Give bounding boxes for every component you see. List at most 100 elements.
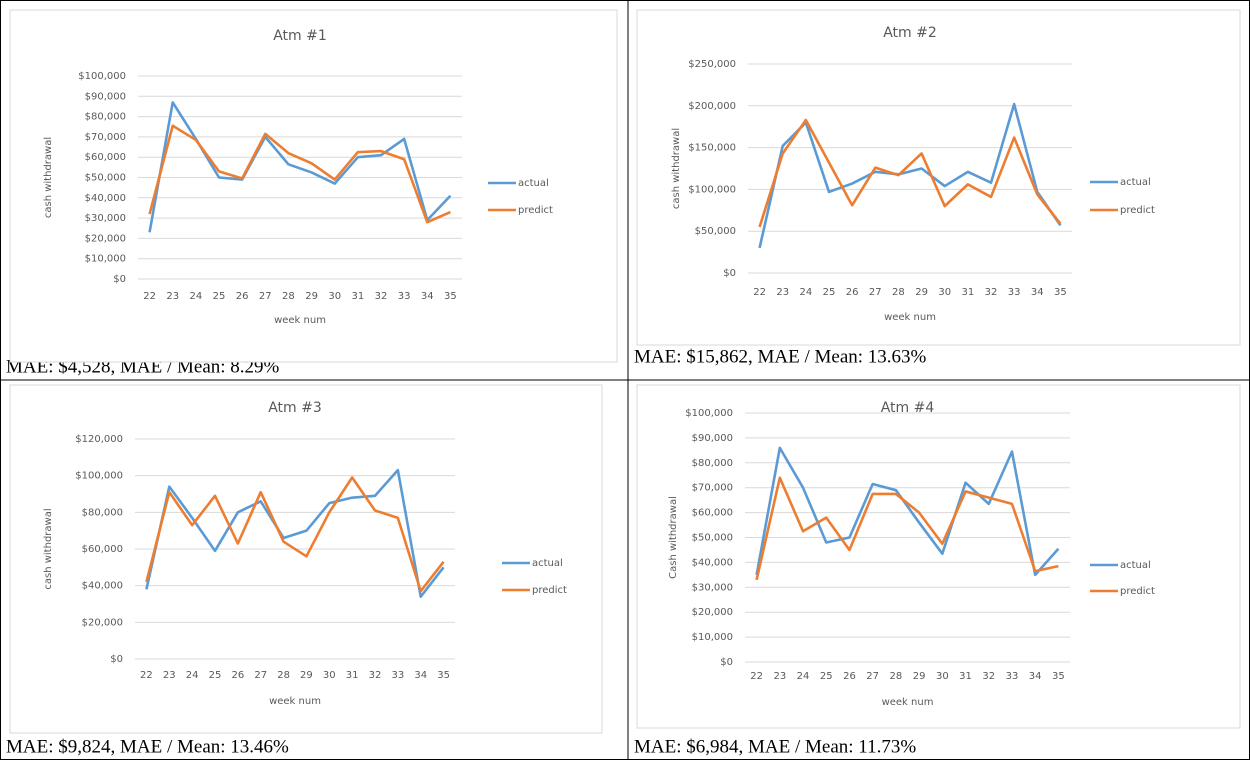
data-line — [145, 468, 445, 598]
y-tick-label: $80,000 — [85, 112, 126, 123]
x-tick-label: 34 — [1029, 671, 1042, 682]
x-tick-label: 26 — [843, 671, 856, 682]
y-axis-label: Cash withdrawal — [668, 496, 679, 579]
chart-frame — [636, 384, 1241, 729]
y-tick-label: $50,000 — [692, 533, 733, 544]
x-axis-label: week num — [884, 312, 936, 323]
x-tick-label: 33 — [398, 291, 411, 302]
x-tick-label: 22 — [140, 670, 153, 681]
data-line — [755, 446, 1060, 577]
data-line — [758, 102, 1062, 249]
x-tick-label: 29 — [915, 287, 928, 298]
y-tick-label: $20,000 — [85, 233, 126, 244]
x-tick-label: 28 — [890, 671, 903, 682]
legend-label: predict — [1120, 205, 1155, 216]
y-tick-label: $100,000 — [75, 471, 123, 482]
x-tick-label: 25 — [213, 291, 226, 302]
y-tick-label: $20,000 — [82, 617, 123, 628]
y-tick-label: $0 — [110, 654, 123, 665]
x-tick-label: 23 — [166, 291, 179, 302]
chart-frame — [636, 9, 1241, 346]
legend-label: actual — [532, 558, 563, 569]
y-tick-label: $50,000 — [695, 226, 736, 237]
legend-label: predict — [1120, 586, 1155, 597]
x-tick-label: 24 — [189, 291, 202, 302]
y-tick-label: $30,000 — [692, 582, 733, 593]
chart-title: Atm #2 — [883, 25, 937, 41]
y-tick-label: $100,000 — [78, 71, 126, 82]
x-tick-label: 33 — [391, 670, 404, 681]
legend-label: predict — [532, 585, 567, 596]
x-tick-label: 29 — [305, 291, 318, 302]
x-tick-label: 22 — [753, 287, 766, 298]
y-axis-label: cash withdrawal — [671, 128, 682, 209]
y-tick-label: $50,000 — [85, 173, 126, 184]
x-tick-label: 35 — [444, 291, 457, 302]
y-tick-label: $30,000 — [85, 213, 126, 224]
x-tick-label: 29 — [300, 670, 313, 681]
chart-title: Atm #1 — [273, 28, 327, 44]
x-tick-label: 25 — [209, 670, 222, 681]
caption: MAE: $6,984, MAE / Mean: 11.73% — [634, 736, 916, 757]
x-tick-label: 25 — [823, 287, 836, 298]
caption: MAE: $15,862, MAE / Mean: 13.63% — [634, 346, 927, 367]
y-tick-label: $10,000 — [85, 254, 126, 265]
x-tick-label: 30 — [323, 670, 336, 681]
y-tick-label: $0 — [720, 657, 733, 668]
y-tick-label: $100,000 — [688, 184, 736, 195]
x-tick-label: 22 — [143, 291, 156, 302]
legend-label: actual — [518, 178, 549, 189]
chart-frame — [9, 384, 603, 734]
y-tick-label: $0 — [723, 268, 736, 279]
x-tick-label: 28 — [282, 291, 295, 302]
y-tick-label: $90,000 — [692, 433, 733, 444]
y-tick-label: $60,000 — [692, 508, 733, 519]
x-tick-label: 23 — [163, 670, 176, 681]
y-tick-label: $40,000 — [85, 193, 126, 204]
data-line — [755, 476, 1059, 581]
x-tick-label: 23 — [776, 287, 789, 298]
x-tick-label: 35 — [1054, 287, 1067, 298]
x-tick-label: 34 — [414, 670, 427, 681]
data-line — [148, 124, 451, 224]
legend-label: actual — [1120, 560, 1151, 571]
x-tick-label: 26 — [231, 670, 244, 681]
legend-label: actual — [1120, 177, 1151, 188]
x-tick-label: 24 — [799, 287, 812, 298]
x-tick-label: 30 — [936, 671, 949, 682]
x-tick-label: 30 — [328, 291, 341, 302]
x-tick-label: 32 — [982, 671, 995, 682]
data-line — [758, 118, 1062, 228]
x-tick-label: 23 — [773, 671, 786, 682]
x-tick-label: 22 — [750, 671, 763, 682]
x-tick-label: 34 — [421, 291, 434, 302]
x-axis-label: week num — [274, 315, 326, 326]
x-tick-label: 30 — [938, 287, 951, 298]
x-tick-label: 32 — [985, 287, 998, 298]
y-tick-label: $40,000 — [82, 581, 123, 592]
y-tick-label: $20,000 — [692, 607, 733, 618]
legend-label: predict — [518, 205, 553, 216]
y-tick-label: $200,000 — [688, 101, 736, 112]
y-tick-label: $250,000 — [688, 59, 736, 70]
x-tick-label: 26 — [846, 287, 859, 298]
y-tick-label: $80,000 — [692, 458, 733, 469]
y-tick-label: $40,000 — [692, 557, 733, 568]
x-tick-label: 31 — [961, 287, 974, 298]
x-tick-label: 26 — [236, 291, 249, 302]
x-axis-label: week num — [269, 696, 321, 707]
x-axis-label: week num — [882, 697, 934, 708]
x-tick-label: 27 — [254, 670, 267, 681]
y-tick-label: $60,000 — [82, 544, 123, 555]
x-tick-label: 32 — [375, 291, 388, 302]
x-tick-label: 25 — [820, 671, 833, 682]
x-tick-label: 27 — [866, 671, 879, 682]
x-tick-label: 28 — [277, 670, 290, 681]
x-tick-label: 29 — [913, 671, 926, 682]
x-tick-label: 24 — [186, 670, 199, 681]
y-tick-label: $90,000 — [85, 91, 126, 102]
x-tick-label: 27 — [259, 291, 272, 302]
x-tick-label: 35 — [437, 670, 450, 681]
y-tick-label: $10,000 — [692, 632, 733, 643]
